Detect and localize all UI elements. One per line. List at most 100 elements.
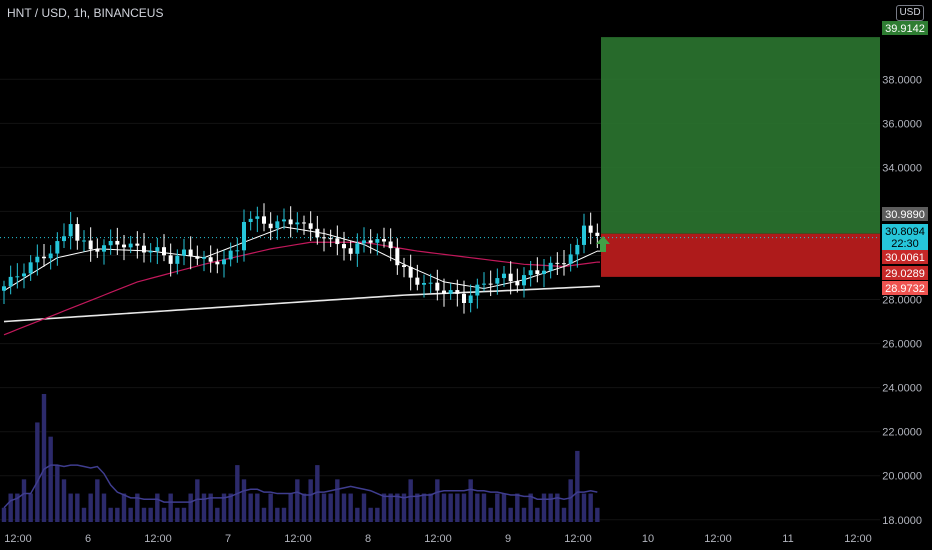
price-tick-label: 38.0000 xyxy=(882,74,922,86)
volume-bar xyxy=(268,493,273,522)
volume-bar xyxy=(95,479,100,522)
time-tick-label: 12:00 xyxy=(564,533,592,545)
buy-arrow-icon xyxy=(596,236,610,252)
candle-body xyxy=(288,219,293,225)
candle-body xyxy=(368,240,373,243)
volume-bar xyxy=(288,493,293,522)
volume-bar xyxy=(341,493,347,522)
volume-bar xyxy=(68,493,73,522)
time-tick-label: 12:00 xyxy=(704,533,732,545)
candle-body xyxy=(515,281,520,286)
candle-body xyxy=(522,275,526,286)
currency-badge[interactable]: USD xyxy=(896,5,924,21)
candle-body xyxy=(228,250,233,260)
volume-bar xyxy=(375,507,380,522)
price-tag-last: 30.8094 xyxy=(885,226,925,238)
volume-bar xyxy=(148,507,153,522)
volume-bar xyxy=(301,493,307,522)
volume-bar xyxy=(81,507,87,522)
volume-bar xyxy=(228,493,233,522)
candle-body xyxy=(175,255,180,264)
volume-bar xyxy=(368,507,373,522)
volume-bar xyxy=(261,507,267,522)
candle-body xyxy=(415,277,420,285)
volume-bar xyxy=(275,507,280,522)
candle-body xyxy=(155,247,160,252)
candle-body xyxy=(222,259,226,265)
candle-body xyxy=(88,240,93,250)
volume-bar xyxy=(475,493,480,522)
price-tag-stop: 29.0289 xyxy=(885,268,925,280)
volume-bar xyxy=(55,465,60,522)
volume-bar xyxy=(201,493,207,522)
candle-body xyxy=(342,244,346,249)
price-tag-current: 30.9890 xyxy=(885,209,925,221)
candles xyxy=(2,203,610,314)
price-tick-label: 26.0000 xyxy=(882,339,922,351)
candle-body xyxy=(142,245,146,253)
volume-bar xyxy=(535,507,540,522)
volume-bar xyxy=(481,493,487,522)
candle-body xyxy=(128,243,133,248)
candle-body xyxy=(262,216,266,224)
candle-body xyxy=(348,248,353,254)
volume-bar xyxy=(408,479,413,522)
volume-bar xyxy=(335,479,340,522)
volume-bar xyxy=(115,507,120,522)
price-tick-label: 34.0000 xyxy=(882,162,922,174)
candle-body xyxy=(462,293,466,303)
volume-bar xyxy=(595,507,600,522)
volume-bar xyxy=(248,493,253,522)
volume-bar xyxy=(215,507,220,522)
candle-body xyxy=(8,276,13,287)
candle-body xyxy=(595,232,600,236)
candle-body xyxy=(62,236,66,242)
time-tick-label: 12:00 xyxy=(144,533,172,545)
price-tag-box xyxy=(882,266,928,280)
volume-bar xyxy=(108,507,113,522)
candle-body xyxy=(42,256,46,259)
candle-body xyxy=(122,244,126,248)
candle-body xyxy=(135,243,140,246)
volume-bar xyxy=(35,422,40,522)
volume-bar xyxy=(348,493,353,522)
volume-average-line xyxy=(3,464,598,509)
candle-body xyxy=(588,225,593,233)
candle-body xyxy=(148,251,153,253)
volume-bar xyxy=(361,493,367,522)
candle-body xyxy=(428,282,433,284)
volume-bar xyxy=(141,507,147,522)
symbol-title[interactable]: HNT / USD, 1h, BINANCEUS xyxy=(7,6,164,20)
candle-body xyxy=(182,249,186,256)
candle-body xyxy=(302,222,306,224)
price-tag-stop: 30.0061 xyxy=(885,252,925,264)
candle-body xyxy=(255,216,260,219)
volume-bar xyxy=(255,493,260,522)
volume-bar xyxy=(328,493,333,522)
profit-zone xyxy=(601,37,880,234)
candle-body xyxy=(535,270,540,275)
volume-bar xyxy=(28,493,33,522)
volume-bar xyxy=(381,493,387,522)
candle-body xyxy=(2,286,6,291)
time-axis: 12:00 6 12:00 7 12:00 8 12:00 9 12:00 10 12:00 11 12… xyxy=(4,533,872,545)
candle-body xyxy=(82,240,86,242)
volume-bar xyxy=(101,493,107,522)
volume-bar xyxy=(588,493,593,522)
volume-bar xyxy=(155,493,160,522)
candle-body xyxy=(248,218,253,222)
candle-body xyxy=(455,290,460,294)
volume-bar xyxy=(295,479,300,522)
candle-body xyxy=(582,225,586,245)
candle-body xyxy=(355,243,360,254)
ma-slow-line xyxy=(3,285,600,323)
volume-bar xyxy=(488,507,493,522)
volume-bar xyxy=(575,450,580,522)
candle-body xyxy=(495,278,500,284)
long-position-tool xyxy=(0,37,880,277)
volume-bar xyxy=(8,493,13,522)
volume-bar xyxy=(395,493,400,522)
volume-bar xyxy=(48,436,53,522)
